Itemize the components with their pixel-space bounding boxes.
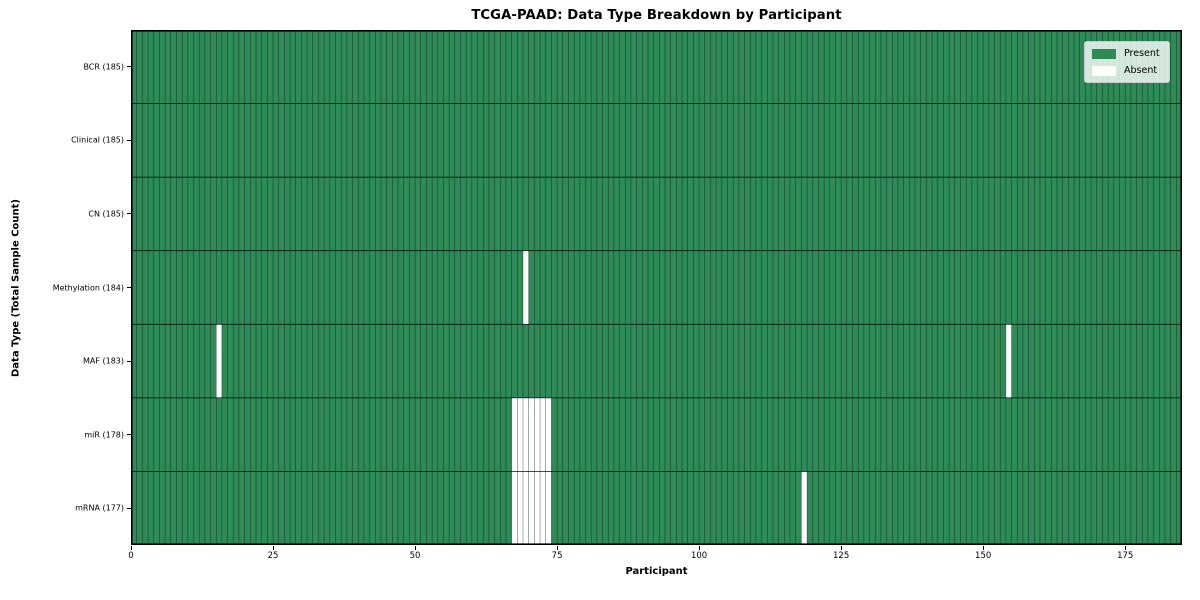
absent-cell: [534, 397, 541, 472]
legend-label-absent: Absent: [1124, 65, 1158, 76]
y-tick-mark: [127, 66, 131, 68]
absent-cell: [522, 397, 529, 472]
present-cells-background: [131, 30, 1182, 545]
absent-cell: [1005, 324, 1012, 398]
legend-swatch-absent: [1092, 65, 1116, 76]
absent-cell: [511, 471, 518, 545]
x-tick-label: 75: [551, 551, 563, 561]
absent-cell: [801, 471, 808, 545]
x-tick-mark: [698, 546, 700, 550]
chart-title: TCGA-PAAD: Data Type Breakdown by Partic…: [471, 8, 842, 23]
x-tick-mark: [130, 546, 132, 550]
y-tick-label: BCR (185): [83, 62, 124, 72]
x-tick-label: 150: [975, 551, 992, 561]
y-tick-mark: [127, 434, 131, 436]
x-tick-mark: [272, 546, 274, 550]
y-tick-mark: [127, 139, 131, 141]
x-tick-mark: [840, 546, 842, 550]
x-tick-mark: [414, 546, 416, 550]
absent-cell: [528, 397, 535, 472]
absent-cell: [522, 471, 529, 545]
absent-cell: [534, 471, 541, 545]
legend-item-absent: Absent: [1092, 65, 1160, 76]
absent-cell: [545, 471, 552, 545]
y-tick-mark: [127, 360, 131, 362]
legend-swatch-present: [1092, 48, 1116, 59]
x-tick-label: 0: [128, 551, 134, 561]
x-tick-label: 125: [833, 551, 850, 561]
y-tick-label: MAF (183): [82, 356, 124, 366]
x-axis-label: Participant: [625, 566, 688, 577]
heatmap-plot: [131, 30, 1182, 545]
x-tick-mark: [982, 546, 984, 550]
y-tick-label: mRNA (177): [75, 503, 124, 513]
absent-cell: [522, 250, 529, 325]
absent-cell: [517, 471, 523, 545]
y-tick-mark: [127, 287, 131, 288]
y-tick-label: Methylation (184): [52, 283, 124, 292]
absent-cell: [545, 397, 552, 472]
absent-cell: [540, 471, 546, 545]
legend-label-present: Present: [1124, 48, 1160, 59]
absent-cell: [511, 397, 518, 472]
absent-cell: [528, 471, 535, 545]
y-tick-label: CN (185): [88, 209, 124, 219]
plot-border: [131, 30, 1182, 545]
x-tick-label: 25: [267, 551, 279, 561]
absent-cell: [517, 397, 523, 472]
y-tick-mark: [127, 213, 131, 215]
x-tick-mark: [1124, 546, 1126, 550]
absent-cell: [216, 324, 222, 398]
legend-item-present: Present: [1092, 48, 1160, 59]
x-tick-label: 50: [409, 551, 421, 561]
y-tick-label: Clinical (185): [71, 135, 124, 145]
y-tick-mark: [127, 507, 131, 509]
legend: Present Absent: [1084, 41, 1170, 83]
x-tick-label: 175: [1117, 551, 1134, 561]
absent-cell: [540, 397, 546, 472]
x-tick-label: 100: [690, 551, 708, 561]
x-tick-mark: [556, 546, 558, 550]
y-tick-label: miR (178): [84, 430, 124, 440]
